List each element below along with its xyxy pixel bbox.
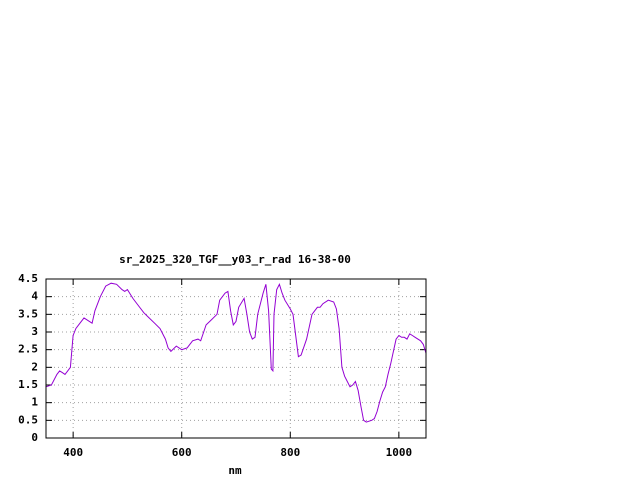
x-tick-label: 1000 xyxy=(386,446,413,459)
x-axis-label: nm xyxy=(228,464,242,477)
x-tick-label: 800 xyxy=(280,446,300,459)
y-tick-label: 4 xyxy=(31,290,38,303)
chart-title: sr_2025_320_TGF__y03_r_rad 16-38-00 xyxy=(119,253,351,266)
x-tick-label: 600 xyxy=(172,446,192,459)
y-tick-label: 2.5 xyxy=(18,343,38,356)
data-line xyxy=(45,282,427,423)
y-tick-label: 2 xyxy=(31,360,38,373)
y-tick-label: 3 xyxy=(31,325,38,338)
y-tick-label: 4.5 xyxy=(18,272,38,285)
y-tick-label: 0.5 xyxy=(18,413,38,426)
y-tick-label: 0 xyxy=(31,431,38,444)
y-tick-label: 3.5 xyxy=(18,307,38,320)
y-tick-label: 1.5 xyxy=(18,378,38,391)
y-tick-label: 1 xyxy=(31,396,38,409)
plot-border xyxy=(45,278,427,439)
x-tick-label: 400 xyxy=(63,446,83,459)
